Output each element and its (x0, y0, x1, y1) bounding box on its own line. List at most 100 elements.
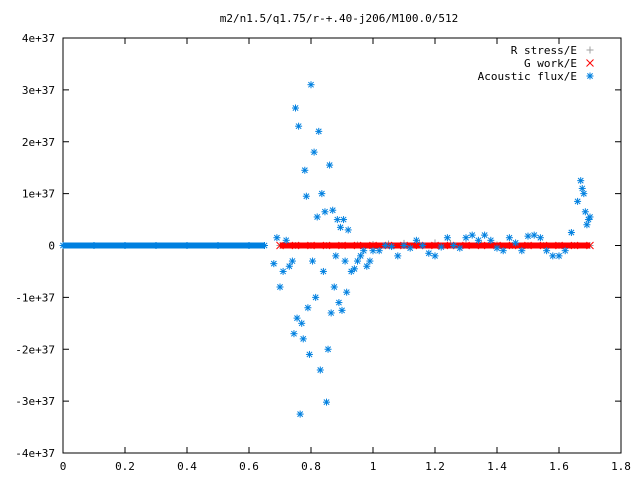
data-point (524, 241, 532, 250)
x-tick-label: 1.2 (425, 460, 445, 473)
legend-label: G work/E (524, 57, 577, 70)
x-tick: 0.6 (239, 38, 259, 473)
data-point (481, 231, 489, 239)
x-tick: 1.2 (425, 38, 445, 473)
legend-label: Acoustic flux/E (478, 70, 577, 83)
data-point (419, 242, 427, 249)
data-point (375, 247, 383, 255)
data-point (412, 236, 420, 244)
data-point (340, 216, 348, 224)
y-tick: -2e+37 (15, 343, 621, 356)
data-point (288, 257, 296, 265)
data-point (543, 247, 551, 255)
y-tick-label: 1e+37 (22, 188, 55, 201)
data-point (332, 252, 340, 260)
data-point (388, 243, 396, 251)
data-point (318, 190, 326, 198)
data-point (316, 366, 324, 374)
data-point (493, 244, 501, 252)
data-point (321, 208, 329, 216)
y-tick: 4e+37 (22, 32, 621, 45)
y-tick-label: 3e+37 (22, 84, 55, 97)
data-point (291, 241, 300, 250)
legend-label: R stress/E (511, 44, 577, 57)
series-1 (276, 241, 594, 250)
legend-marker (586, 72, 594, 80)
data-point (518, 247, 526, 255)
x-tick-label: 1 (370, 460, 377, 473)
data-point (152, 242, 160, 249)
data-point (353, 241, 362, 250)
data-point (121, 242, 129, 249)
data-point (505, 234, 513, 242)
y-axis: -4e+37 -3e+37 -2e+37 -1e+37 0 1e+37 2e+37 3e+37… (15, 32, 621, 460)
data-point (343, 288, 351, 296)
y-tick: 1e+37 (22, 188, 621, 201)
y-tick-label: 4e+37 (22, 32, 55, 45)
data-point (315, 127, 323, 135)
data-point (292, 104, 299, 112)
data-point (309, 257, 317, 265)
data-point (583, 221, 591, 229)
y-tick-label: -3e+37 (15, 395, 55, 408)
data-point (245, 242, 253, 249)
series-layer (59, 81, 594, 418)
y-tick: 3e+37 (22, 84, 621, 97)
data-point (425, 249, 433, 257)
x-tick-label: 0.8 (301, 460, 321, 473)
data-point (338, 306, 346, 314)
data-point (549, 252, 557, 260)
data-point (338, 241, 346, 250)
data-point (301, 166, 309, 174)
data-point (536, 234, 544, 242)
data-point (555, 252, 563, 260)
x-tick-label: 0.6 (239, 460, 259, 473)
data-point (307, 81, 315, 89)
data-point (357, 252, 365, 260)
data-point (586, 213, 594, 221)
data-point (561, 247, 569, 255)
x-tick-label: 1.6 (549, 460, 569, 473)
data-point (574, 197, 582, 205)
data-point (512, 239, 520, 247)
data-point (369, 247, 377, 255)
data-point (313, 213, 321, 221)
data-point (329, 206, 337, 214)
data-point (183, 242, 191, 249)
data-point (298, 319, 306, 327)
data-point (273, 234, 281, 242)
data-point (524, 232, 532, 240)
x-tick-label: 0.4 (177, 460, 197, 473)
data-point (282, 236, 290, 244)
data-point (406, 244, 414, 252)
data-point (570, 241, 579, 250)
legend-entry: R stress/E (511, 44, 594, 57)
data-point (431, 252, 439, 260)
data-point (586, 241, 594, 250)
data-point (279, 267, 287, 275)
data-point (578, 184, 586, 192)
data-point (437, 243, 445, 251)
data-point (261, 242, 268, 249)
data-point (327, 309, 335, 317)
data-point (474, 236, 482, 244)
data-point (324, 345, 332, 353)
data-point (302, 192, 310, 200)
data-point (335, 299, 343, 307)
x-tick: 1.8 (611, 38, 631, 473)
data-point (341, 257, 349, 265)
data-point (350, 265, 358, 273)
y-tick-label: -1e+37 (15, 291, 55, 304)
data-point (381, 242, 389, 249)
data-point (276, 241, 284, 250)
data-point (322, 241, 331, 250)
x-tick: 1.4 (487, 38, 507, 473)
y-tick: -4e+37 (15, 447, 621, 460)
y-tick-label: -4e+37 (15, 447, 55, 460)
data-point (400, 242, 408, 249)
series-2 (59, 81, 594, 418)
data-point (580, 190, 588, 198)
data-point (394, 252, 402, 260)
